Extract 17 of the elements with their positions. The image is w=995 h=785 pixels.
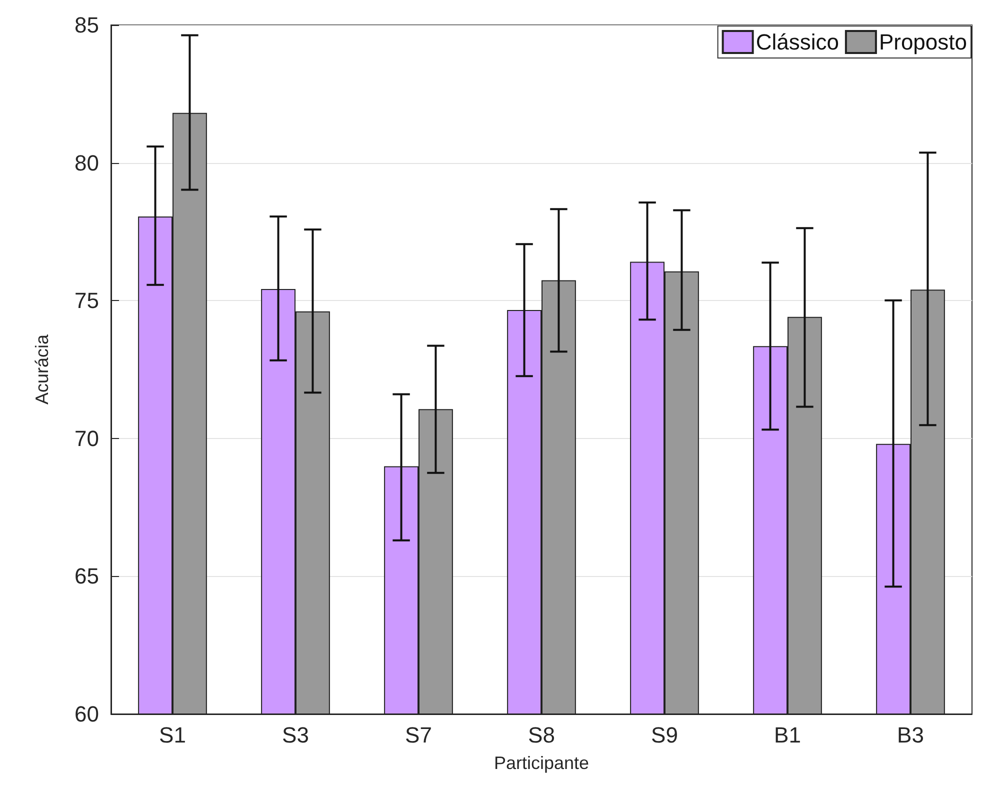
y-tick-label: 70 [74, 426, 99, 451]
y-tick-label: 60 [74, 702, 99, 726]
y-tick-label: 80 [74, 150, 99, 176]
y-tick-label: 85 [74, 12, 99, 38]
legend-label: Clássico [756, 30, 839, 54]
x-tick-label: S9 [651, 722, 678, 748]
x-tick-label: S1 [159, 722, 186, 748]
x-tick-label: S3 [282, 722, 309, 748]
legend-label: Proposto [878, 30, 968, 54]
x-tick-label: S8 [528, 722, 555, 748]
x-tick-label: B3 [897, 722, 924, 748]
x-tick-label: S7 [405, 722, 432, 748]
y-axis-title: Acurácia [32, 333, 52, 405]
y-tick-label: 75 [74, 288, 99, 314]
y-tick-label: 65 [74, 564, 99, 589]
x-axis-title: Participante [494, 753, 590, 773]
x-tick-label: B1 [774, 722, 801, 748]
